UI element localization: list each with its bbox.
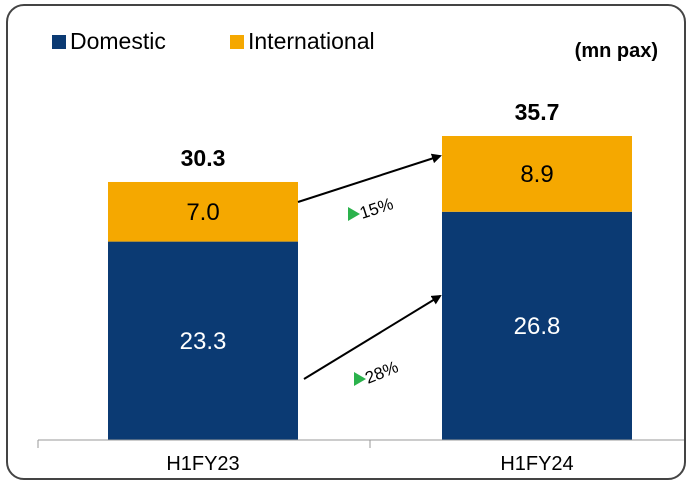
data-label-domestic-h1fy23: 23.3 xyxy=(180,328,227,355)
unit-label: (mn pax) xyxy=(574,40,658,62)
chart-frame: Domestic International (mn pax) 23.3 7.0 3… xyxy=(6,4,686,480)
legend-swatch-international xyxy=(230,34,244,49)
bar-international-h1fy23 xyxy=(108,181,298,242)
bar-international-h1fy24 xyxy=(442,136,632,212)
legend-label-domestic: Domestic xyxy=(70,28,166,54)
growth-up-icon-domestic xyxy=(354,372,366,386)
growth-label-domestic: 28% xyxy=(362,357,401,387)
x-tick-label-h1fy24: H1FY24 xyxy=(500,453,573,475)
growth-label-international: 15% xyxy=(357,194,395,223)
x-tick-label-h1fy23: H1FY23 xyxy=(166,453,239,475)
growth-arrow-international xyxy=(297,153,442,203)
bar-domestic-h1fy23 xyxy=(108,241,298,440)
legend-label-international: International xyxy=(248,28,375,54)
stacked-bar-chart: 23.3 7.0 30.3 26.8 8.9 35.7 H1FY23 H1FY24 15% 28% xyxy=(37,99,684,475)
legend-item-international: International xyxy=(230,28,375,55)
legend-item-domestic: Domestic xyxy=(52,28,166,55)
growth-up-icon-international xyxy=(348,207,360,221)
data-label-domestic-h1fy24: 26.8 xyxy=(514,313,561,340)
total-label-h1fy23: 30.3 xyxy=(181,145,226,171)
total-label-h1fy24: 35.7 xyxy=(515,99,560,125)
bar-domestic-h1fy24 xyxy=(442,211,632,440)
data-label-international-h1fy24: 8.9 xyxy=(520,161,553,188)
data-label-international-h1fy23: 7.0 xyxy=(186,199,219,226)
growth-arrow-domestic xyxy=(303,294,442,380)
legend-swatch-domestic xyxy=(52,34,66,49)
